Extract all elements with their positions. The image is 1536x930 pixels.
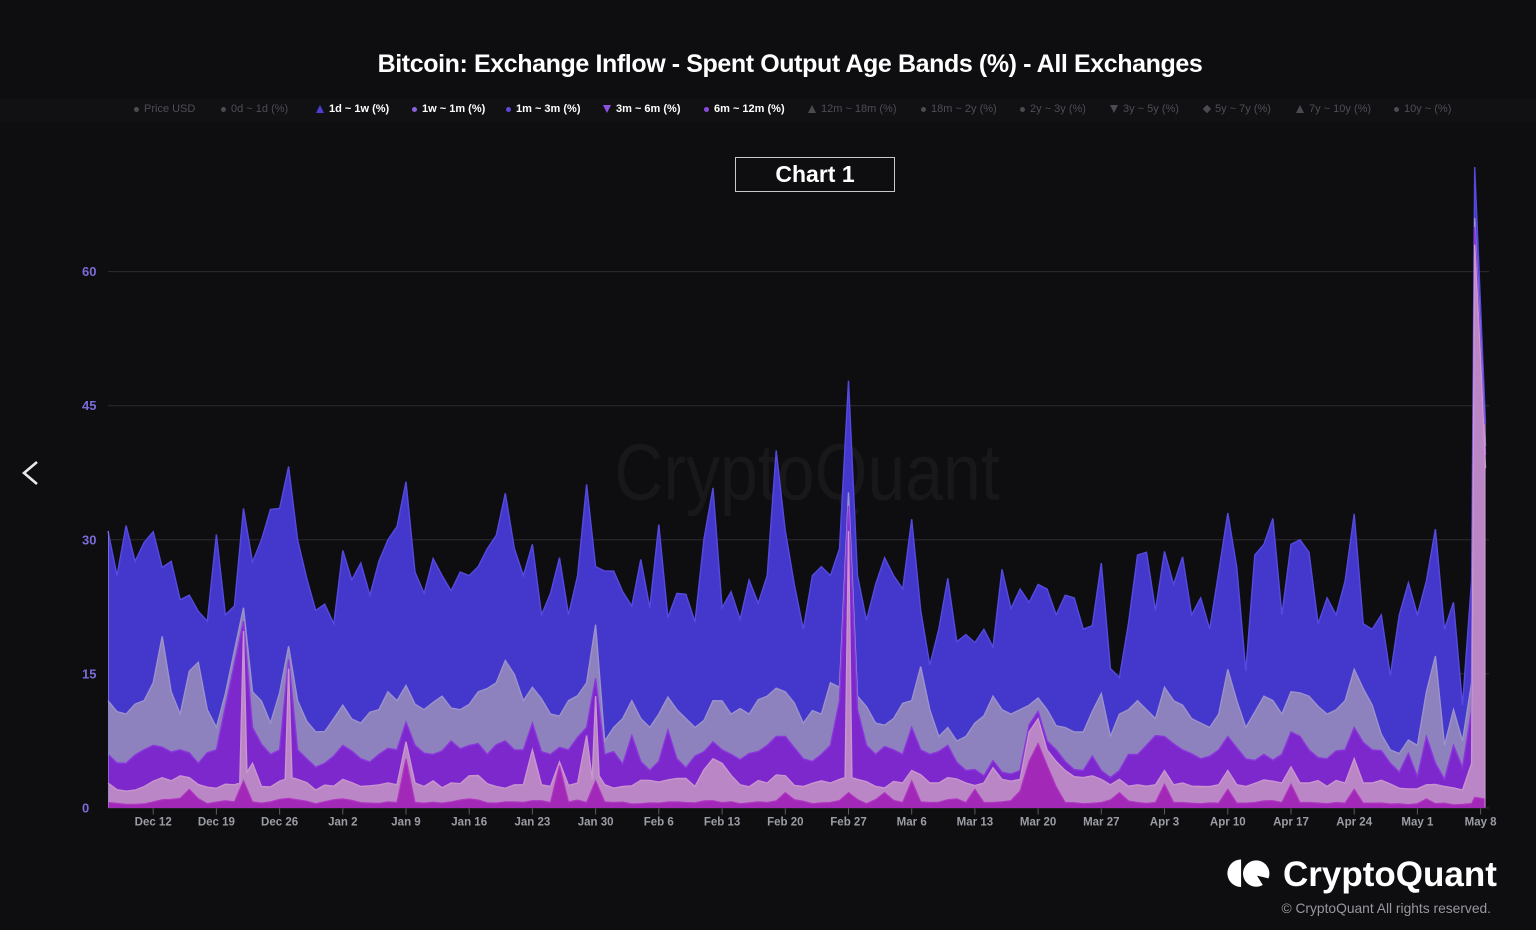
svg-text:CryptoQuant: CryptoQuant <box>1283 855 1497 894</box>
svg-text:Mar 20: Mar 20 <box>1020 817 1056 829</box>
svg-text:Apr 10: Apr 10 <box>1210 817 1246 829</box>
svg-text:60: 60 <box>82 264 96 279</box>
svg-text:Jan 9: Jan 9 <box>391 817 420 829</box>
svg-text:Apr 3: Apr 3 <box>1150 817 1179 829</box>
svg-text:Jan 23: Jan 23 <box>514 817 550 829</box>
svg-text:May 8: May 8 <box>1465 817 1498 829</box>
svg-text:CryptoQuant: CryptoQuant <box>614 427 1000 517</box>
svg-text:Dec 19: Dec 19 <box>198 817 235 829</box>
svg-text:© CryptoQuant All rights reser: © CryptoQuant All rights reserved. <box>1281 901 1491 916</box>
svg-text:Dec 12: Dec 12 <box>135 817 172 829</box>
svg-text:May 1: May 1 <box>1401 817 1434 829</box>
svg-text:Mar 13: Mar 13 <box>957 817 993 829</box>
svg-text:Dec 26: Dec 26 <box>261 817 298 829</box>
svg-text:Feb 27: Feb 27 <box>830 817 866 829</box>
svg-text:Apr 17: Apr 17 <box>1273 817 1309 829</box>
svg-text:Jan 30: Jan 30 <box>578 817 614 829</box>
svg-text:45: 45 <box>82 398 96 413</box>
svg-text:Feb 20: Feb 20 <box>767 817 803 829</box>
svg-text:Feb 6: Feb 6 <box>644 817 674 829</box>
svg-text:Feb 13: Feb 13 <box>704 817 740 829</box>
svg-text:15: 15 <box>82 666 96 681</box>
svg-text:Apr 24: Apr 24 <box>1336 817 1372 829</box>
svg-text:0: 0 <box>82 801 89 816</box>
svg-text:Jan 2: Jan 2 <box>328 817 357 829</box>
svg-text:Jan 16: Jan 16 <box>451 817 487 829</box>
svg-text:Mar 6: Mar 6 <box>897 817 927 829</box>
svg-text:Mar 27: Mar 27 <box>1083 817 1119 829</box>
svg-text:30: 30 <box>82 532 96 547</box>
